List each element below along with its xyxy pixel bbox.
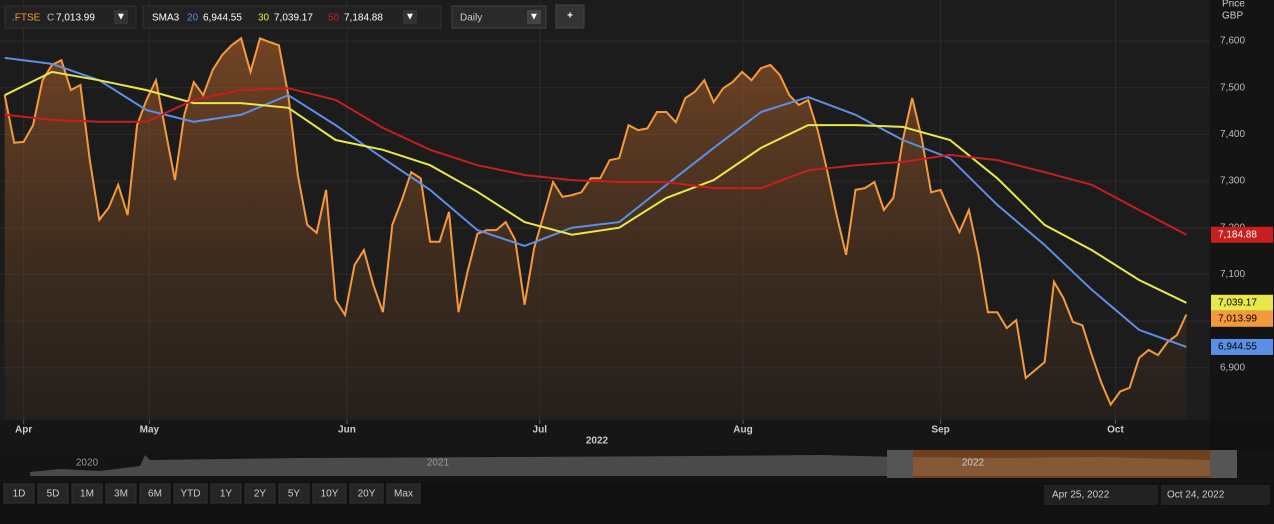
x-tick-label: Sep xyxy=(931,425,949,436)
dropdown[interactable] xyxy=(114,10,128,24)
x-axis-band xyxy=(0,420,1210,450)
price-tag xyxy=(1211,338,1273,355)
range-label: 2Y xyxy=(254,489,267,500)
series-line xyxy=(4,56,1187,348)
price-tag-label: 7,184.88 xyxy=(1218,229,1257,240)
x-tick-label: Oct xyxy=(1107,425,1124,436)
interval-box[interactable] xyxy=(451,5,547,29)
range-button[interactable] xyxy=(244,483,276,504)
range-button[interactable] xyxy=(312,483,347,504)
add-button[interactable] xyxy=(555,4,585,29)
add-icon: + xyxy=(567,11,573,22)
range-label: 3M xyxy=(114,489,128,500)
range-label: 20Y xyxy=(358,489,376,500)
area-fill xyxy=(4,38,1187,421)
year-label: 2022 xyxy=(586,436,609,447)
price-tag xyxy=(1211,226,1273,243)
x-tick-label: Jun xyxy=(338,425,356,436)
y-tick-label: 7,100 xyxy=(1220,269,1245,280)
axis-area xyxy=(1210,0,1274,420)
price-tag-label: 7,013.99 xyxy=(1218,313,1257,324)
symbol-box[interactable] xyxy=(4,5,137,29)
range-button[interactable] xyxy=(139,483,171,504)
range-button[interactable] xyxy=(210,483,242,504)
nav-year: 2021 xyxy=(427,458,450,469)
dropdown[interactable] xyxy=(527,10,541,24)
interval: Daily xyxy=(460,13,482,24)
symbol: .FTSE xyxy=(12,13,41,24)
x-tick-label: May xyxy=(140,425,160,436)
range-label: 10Y xyxy=(321,489,339,500)
dropdown[interactable] xyxy=(403,10,417,24)
series-line xyxy=(4,70,1187,304)
range-label: 1D xyxy=(13,489,26,500)
range-button[interactable] xyxy=(37,483,69,504)
legend-name: 20 xyxy=(187,13,199,24)
price-tag xyxy=(1211,310,1273,327)
price-tag xyxy=(1211,294,1273,311)
range-button[interactable] xyxy=(71,483,103,504)
axis-title: Price xyxy=(1222,0,1245,10)
range-label: 5D xyxy=(47,489,60,500)
navigator-window[interactable] xyxy=(887,450,1237,478)
handle[interactable] xyxy=(1210,450,1237,478)
range-button[interactable] xyxy=(3,483,35,504)
range-label: 6M xyxy=(148,489,162,500)
date-to: Oct 24, 2022 xyxy=(1167,490,1225,501)
handle[interactable] xyxy=(887,450,913,478)
y-tick-label: 7,400 xyxy=(1220,129,1245,140)
nav-year: 2020 xyxy=(76,458,99,469)
indicator-box[interactable] xyxy=(142,5,442,29)
x-tick-label: Apr xyxy=(15,425,32,436)
legend-name: 50 xyxy=(328,13,340,24)
close-prefix: C xyxy=(47,13,54,24)
range-label: 5Y xyxy=(288,489,301,500)
legend-value: 6,944.55 xyxy=(203,13,242,24)
legend-value: 7,039.17 xyxy=(274,13,313,24)
series-line xyxy=(3,36,1188,407)
x-tick-label: Aug xyxy=(733,425,752,436)
price-tag-label: 6,944.55 xyxy=(1218,342,1257,353)
range-label: 1Y xyxy=(220,489,233,500)
legend-value: 7,184.88 xyxy=(344,13,383,24)
close-value: 7,013.99 xyxy=(56,13,95,24)
x-tick-label: Jul xyxy=(533,425,548,436)
range-button[interactable] xyxy=(278,483,310,504)
range-label: YTD xyxy=(181,489,201,500)
range-label: Max xyxy=(394,489,413,500)
date-from: Apr 25, 2022 xyxy=(1052,490,1110,501)
y-tick-label: 7,300 xyxy=(1220,176,1245,187)
range-button[interactable] xyxy=(105,483,137,504)
range-button[interactable] xyxy=(386,483,421,504)
range-button[interactable] xyxy=(173,483,208,504)
series-line xyxy=(4,87,1187,236)
date-from-box[interactable] xyxy=(1044,485,1158,505)
range-label: 1M xyxy=(80,489,94,500)
price-tag-label: 7,039.17 xyxy=(1218,297,1257,308)
date-to-box[interactable] xyxy=(1161,485,1270,505)
arrow: ▼ xyxy=(529,12,539,23)
nav-year: 2022 xyxy=(962,458,985,469)
indicator: SMA3 xyxy=(152,13,180,24)
currency: GBP xyxy=(1222,11,1243,22)
y-tick-label: 7,600 xyxy=(1220,36,1245,47)
range-button[interactable] xyxy=(349,483,384,504)
arrow: ▼ xyxy=(116,12,126,23)
y-tick-label: 7,500 xyxy=(1220,82,1245,93)
arrow: ▼ xyxy=(405,12,415,23)
legend-name: 30 xyxy=(258,13,270,24)
y-tick-label: 6,900 xyxy=(1220,362,1245,373)
